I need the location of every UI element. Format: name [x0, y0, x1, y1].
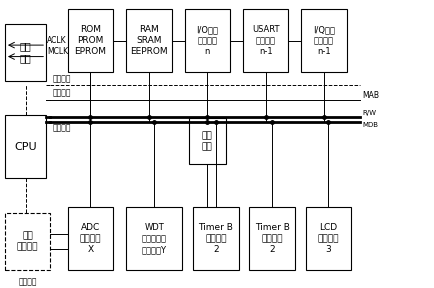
Bar [68, 207, 113, 270]
Text: 地址總線: 地址總線 [53, 89, 71, 98]
Text: 模塊選擇: 模塊選擇 [19, 277, 37, 286]
Bar [5, 24, 46, 81]
Text: 控制總線: 控制總線 [53, 75, 71, 84]
Text: 數據總線: 數據總線 [53, 123, 71, 132]
Text: R/W: R/W [362, 110, 376, 116]
Bar [5, 115, 46, 178]
Text: WDT
（看門狗）
外圍模塊Y: WDT （看門狗） 外圍模塊Y [142, 223, 167, 254]
Bar [126, 9, 171, 72]
Text: USART
外圍模塊
n-1: USART 外圍模塊 n-1 [252, 25, 279, 56]
Text: RAM
SRAM
EEPROM: RAM SRAM EEPROM [130, 25, 168, 56]
Text: 隨機
訪問邏輯: 隨機 訪問邏輯 [17, 231, 39, 251]
Bar [184, 9, 230, 72]
Bar [126, 207, 182, 270]
Text: Timer B
外圍模塊
2: Timer B 外圍模塊 2 [198, 223, 233, 254]
Bar [301, 9, 347, 72]
Text: CPU: CPU [14, 142, 37, 152]
Text: LCD
外圍模塊
3: LCD 外圍模塊 3 [318, 223, 339, 254]
Text: I/O端口
外圍模塊
n: I/O端口 外圍模塊 n [196, 25, 218, 56]
Text: ADC
外圍模塊
X: ADC 外圍模塊 X [80, 223, 101, 254]
Text: ACLK: ACLK [47, 36, 66, 45]
Text: 系統
時鐘: 系統 時鐘 [20, 41, 31, 63]
Bar [193, 207, 239, 270]
Bar [243, 9, 288, 72]
Bar [5, 213, 50, 270]
Text: MDB: MDB [362, 122, 378, 128]
Text: Timer B
外圍模塊
2: Timer B 外圍模塊 2 [255, 223, 289, 254]
Bar [250, 207, 295, 270]
Text: ROM
PROM
EPROM: ROM PROM EPROM [75, 25, 106, 56]
Text: I/Q端口
外圍模塊
n-1: I/Q端口 外圍模塊 n-1 [313, 25, 335, 56]
Text: MCLK: MCLK [47, 47, 68, 56]
Bar [189, 118, 226, 164]
Bar [68, 9, 113, 72]
Text: MAB: MAB [362, 91, 379, 100]
Bar [306, 207, 351, 270]
Text: 總線
轉換: 總線 轉換 [202, 131, 213, 151]
